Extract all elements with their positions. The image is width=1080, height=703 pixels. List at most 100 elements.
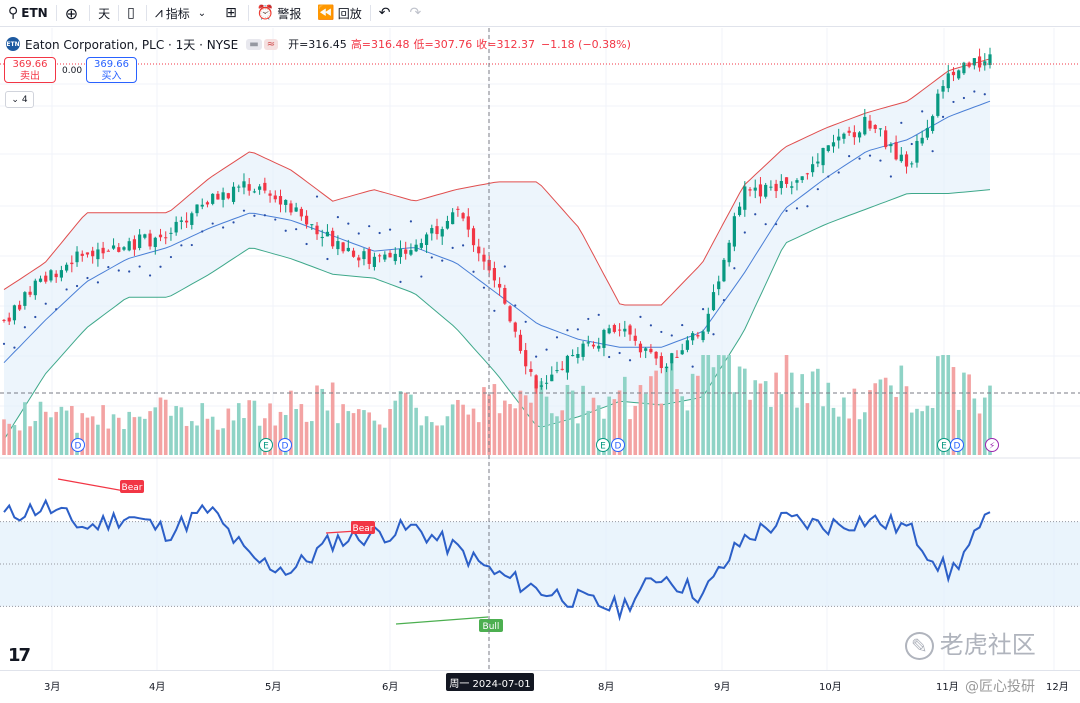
time-axis-label: 4月 xyxy=(149,682,166,693)
chevron-down-icon: ⌄ xyxy=(197,7,207,19)
undo-button[interactable]: ↶ xyxy=(371,0,402,26)
sar-dot xyxy=(409,220,413,223)
sar-dot xyxy=(931,150,934,153)
alert-button[interactable]: ⏰ 警报 xyxy=(249,0,309,26)
volume-bar xyxy=(909,412,914,455)
volume-bar xyxy=(862,412,867,455)
volume-bar xyxy=(122,429,126,455)
company-logo-icon: ETN xyxy=(6,37,20,51)
volume-bar xyxy=(555,416,559,455)
candle-body xyxy=(398,248,403,258)
bull-divergence: Bull xyxy=(395,616,503,632)
layout-button[interactable]: ⊞ xyxy=(217,0,248,26)
candle-body xyxy=(816,161,820,164)
volume-bar xyxy=(816,368,820,455)
candle-body xyxy=(117,247,121,252)
volume-bar xyxy=(101,405,105,455)
volume-bar xyxy=(576,423,580,455)
candle-body xyxy=(957,70,961,79)
volume-bar xyxy=(383,427,387,455)
ohlc-high: 高=316.48 xyxy=(350,38,410,51)
alert-label: 警报 xyxy=(277,6,302,21)
volume-bar xyxy=(591,397,596,455)
candle-body xyxy=(842,133,846,139)
candle-body xyxy=(346,247,350,252)
volume-bar xyxy=(831,407,836,455)
volume-bar xyxy=(977,413,982,455)
candle-body xyxy=(764,184,768,197)
volume-bar xyxy=(956,409,961,455)
candle-body xyxy=(231,186,236,202)
candle-body xyxy=(341,242,345,252)
candle-body xyxy=(378,255,382,257)
collapse-indicators-button[interactable]: ⌄ 4 xyxy=(5,91,34,108)
time-axis-label: 12月 xyxy=(1046,682,1069,693)
volume-bar xyxy=(429,422,434,455)
sar-dot xyxy=(837,171,840,174)
tiger-watermark: ✎ 老虎社区 xyxy=(905,625,1036,660)
candle-body xyxy=(503,287,507,304)
volume-bar xyxy=(398,391,403,455)
sar-dot xyxy=(180,244,183,247)
volume-bar xyxy=(54,411,58,455)
candle-body xyxy=(336,241,340,250)
candle-body xyxy=(430,228,434,234)
candle-body xyxy=(477,246,481,254)
volume-bar xyxy=(836,416,841,455)
candle-body xyxy=(278,196,283,205)
candle-body xyxy=(946,73,950,89)
candle-body xyxy=(889,144,893,147)
volume-bar xyxy=(205,418,210,455)
volume-bar xyxy=(403,392,408,455)
indicators-button[interactable]: ⩘ 指标 ⌄ xyxy=(147,0,217,26)
replay-button[interactable]: ⏪ 回放 xyxy=(309,0,369,26)
candle-body xyxy=(597,345,601,349)
candle-body xyxy=(383,254,387,260)
symbol-search[interactable]: ⚲ ETN xyxy=(0,0,56,26)
sar-dot xyxy=(691,365,694,368)
candle-body xyxy=(962,62,966,74)
volume-bar xyxy=(617,390,622,455)
volume-bar xyxy=(810,371,815,455)
volume-bar xyxy=(169,415,173,455)
sar-dot xyxy=(900,121,903,124)
candle-body xyxy=(252,191,257,193)
visibility-pill[interactable]: ▬ xyxy=(246,38,262,50)
sell-button[interactable]: 369.66 卖出 xyxy=(4,57,56,83)
sar-dot xyxy=(388,228,392,231)
interval-button[interactable]: 天 xyxy=(90,0,118,26)
tradingview-logo-icon[interactable]: 17 xyxy=(8,645,31,666)
compare-button[interactable]: ⊕ xyxy=(57,0,89,26)
volume-bar xyxy=(503,400,507,455)
buy-button[interactable]: 369.66 买入 xyxy=(86,57,137,83)
sar-dot xyxy=(55,308,58,311)
candle-body xyxy=(654,351,658,359)
candle-body xyxy=(440,229,444,237)
candle-body xyxy=(529,369,533,372)
symbol-title[interactable]: Eaton Corporation, PLC · 1天 · NYSE xyxy=(25,37,239,52)
candle-body xyxy=(602,329,606,348)
split-event-marker: ⚡ xyxy=(985,438,999,452)
time-axis[interactable]: 3月4月5月6月7月8月9月10月11月12月 xyxy=(0,670,1080,693)
candle-body xyxy=(904,154,909,167)
volume-bar xyxy=(330,382,335,455)
volume-bar xyxy=(857,419,862,455)
volume-bar xyxy=(487,394,491,455)
volume-bar xyxy=(96,424,100,455)
candle-body xyxy=(247,184,251,191)
redo-button[interactable]: ↷ xyxy=(402,0,433,26)
volume-bar xyxy=(602,418,606,455)
candle-body xyxy=(508,306,512,322)
volume-bar xyxy=(257,425,262,455)
dividend-marker: D xyxy=(278,438,292,452)
candle-body xyxy=(795,180,799,183)
bollinger-lower-line xyxy=(3,189,991,440)
approx-pill[interactable]: ≈ xyxy=(263,38,279,50)
candle-body xyxy=(461,213,465,219)
candle-body xyxy=(164,237,168,239)
volume-bar xyxy=(278,411,283,455)
volume-bar xyxy=(283,414,288,455)
candle-body xyxy=(649,348,653,353)
chart-type-button[interactable]: ▯ xyxy=(119,0,146,26)
